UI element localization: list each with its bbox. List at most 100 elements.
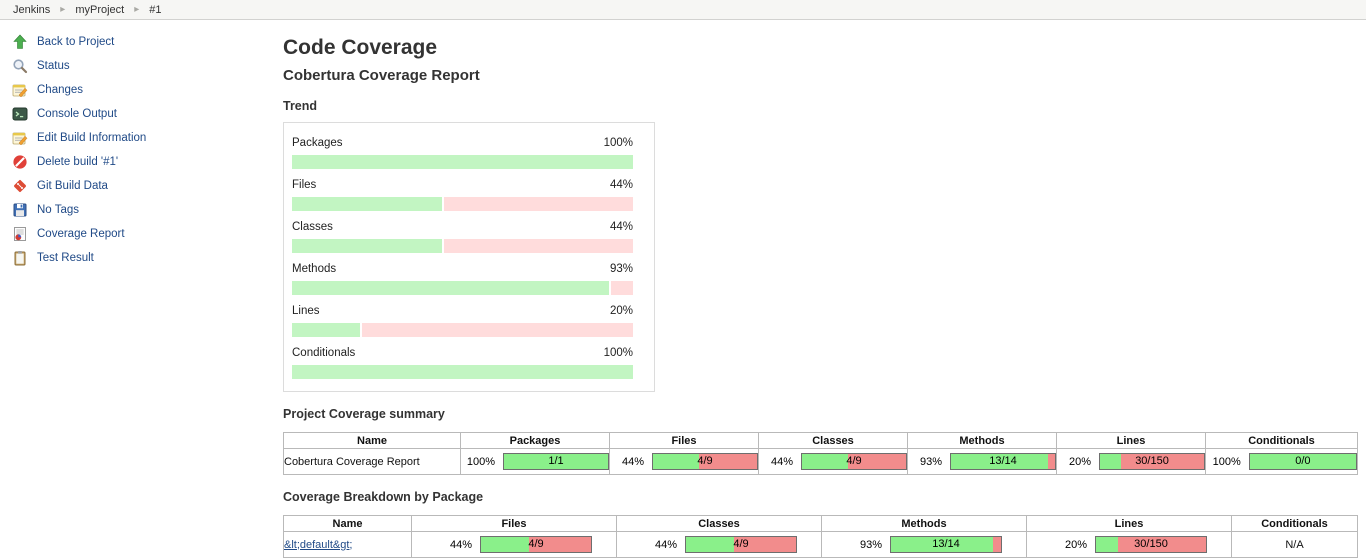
column-header: Conditionals [1231, 515, 1358, 532]
up-arrow-icon [12, 34, 28, 50]
sidebar-item-label: Console Output [37, 108, 117, 120]
sidebar-item-label: Test Result [37, 252, 94, 264]
packages-metric-cell: 100% 1/1 [460, 448, 610, 475]
sidebar-item-label: Status [37, 60, 70, 72]
no-entry-icon [12, 154, 28, 170]
trend-bar [292, 155, 633, 169]
sidebar-item-label: Delete build '#1' [37, 156, 119, 168]
column-header: Methods [821, 515, 1027, 532]
trend-label: Files [292, 179, 317, 191]
classes-metric-cell: 44% 4/9 [758, 448, 908, 475]
column-header: Files [609, 432, 759, 449]
sidebar-item-console-output[interactable]: Console Output [0, 102, 270, 126]
trend-heading: Trend [283, 99, 318, 113]
trend-row-files: Files 44% [292, 177, 633, 211]
trend-row-packages: Packages 100% [292, 135, 633, 169]
trend-percent: 100% [603, 137, 633, 149]
column-header: Lines [1056, 432, 1206, 449]
trend-row-classes: Classes 44% [292, 219, 633, 253]
sidebar-item-status[interactable]: Status [0, 54, 270, 78]
summary-header-row: Name Packages Files Classes Methods Line… [283, 432, 1358, 449]
sidebar-item-label: Edit Build Information [37, 132, 147, 144]
trend-bar [292, 323, 633, 337]
trend-bar [292, 281, 633, 295]
sidebar-item-label: Git Build Data [37, 180, 108, 192]
sidebar-item-label: Back to Project [37, 36, 115, 48]
sidebar-item-changes[interactable]: Changes [0, 78, 270, 102]
sidebar-item-no-tags[interactable]: No Tags [0, 198, 270, 222]
column-header: Lines [1026, 515, 1232, 532]
trend-label: Conditionals [292, 347, 356, 359]
column-header: Name [283, 432, 461, 449]
breadcrumb-separator-icon: ▸ [134, 4, 140, 15]
trend-percent: 93% [609, 263, 633, 275]
sidebar-item-back-to-project[interactable]: Back to Project [0, 30, 270, 54]
breakdown-heading: Coverage Breakdown by Package [283, 490, 484, 504]
coverage-bar: 0/0 [1248, 453, 1357, 470]
sidebar-item-edit-build-information[interactable]: Edit Build Information [0, 126, 270, 150]
sidebar-item-coverage-report[interactable]: Coverage Report [0, 222, 270, 246]
files-metric-cell: 44% 4/9 [411, 531, 617, 558]
methods-metric-cell: 93% 13/14 [821, 531, 1027, 558]
trend-percent: 44% [609, 179, 633, 191]
lines-metric-cell: 20% 30/150 [1026, 531, 1232, 558]
column-header: Name [283, 515, 412, 532]
coverage-report-icon [12, 226, 28, 242]
breadcrumb-jenkins[interactable]: Jenkins [13, 3, 51, 16]
summary-data-row: Cobertura Coverage Report 100% 1/1 44% 4/9… [283, 448, 1358, 475]
conditionals-na-cell: N/A [1231, 531, 1358, 558]
coverage-bar: 30/150 [1099, 453, 1205, 470]
terminal-icon [12, 106, 28, 122]
trend-percent: 44% [609, 221, 633, 233]
floppy-disk-icon [12, 202, 28, 218]
clipboard-icon [12, 250, 28, 266]
notepad-pencil-icon [12, 130, 28, 146]
report-name-cell: Cobertura Coverage Report [283, 448, 461, 475]
page-subtitle: Cobertura Coverage Report [283, 67, 480, 84]
trend-row-lines: Lines 20% [292, 303, 633, 337]
trend-label: Classes [292, 221, 333, 233]
trend-label: Lines [292, 305, 320, 317]
main-content: Code Coverage Cobertura Coverage Report … [283, 20, 1358, 558]
trend-row-methods: Methods 93% [292, 261, 633, 295]
coverage-bar: 13/14 [950, 453, 1056, 470]
trend-bar [292, 239, 633, 253]
breakdown-header-row: Name Files Classes Methods Lines Conditi… [283, 515, 1358, 532]
classes-metric-cell: 44% 4/9 [616, 531, 822, 558]
sidebar: Back to Project Status Changes Console O… [0, 20, 270, 270]
notepad-pencil-icon [12, 82, 28, 98]
sidebar-item-test-result[interactable]: Test Result [0, 246, 270, 270]
page-title: Code Coverage [283, 36, 438, 59]
coverage-bar: 4/9 [480, 536, 592, 553]
column-header: Conditionals [1205, 432, 1358, 449]
git-icon [12, 178, 28, 194]
project-coverage-summary-table: Name Packages Files Classes Methods Line… [283, 432, 1358, 475]
column-header: Packages [460, 432, 610, 449]
coverage-bar: 1/1 [503, 453, 609, 470]
sidebar-item-git-build-data[interactable]: Git Build Data [0, 174, 270, 198]
column-header: Methods [907, 432, 1057, 449]
column-header: Files [411, 515, 617, 532]
breadcrumb-build-number[interactable]: #1 [149, 3, 162, 16]
trend-label: Packages [292, 137, 343, 149]
package-link[interactable]: &lt;default&gt; [284, 538, 353, 551]
coverage-bar: 4/9 [652, 453, 758, 470]
trend-percent: 100% [603, 347, 633, 359]
sidebar-item-delete-build[interactable]: Delete build '#1' [0, 150, 270, 174]
sidebar-item-label: No Tags [37, 204, 79, 216]
column-header: Classes [758, 432, 908, 449]
sidebar-item-label: Changes [37, 84, 84, 96]
column-header: Classes [616, 515, 822, 532]
trend-chart: Packages 100% Files 44% Classes 44% Methods… [283, 122, 655, 392]
breadcrumb-myproject[interactable]: myProject [75, 3, 125, 16]
coverage-bar: 13/14 [890, 536, 1002, 553]
breadcrumb: Jenkins ▸ myProject ▸ #1 [0, 0, 1366, 20]
trend-row-conditionals: Conditionals 100% [292, 345, 633, 379]
sidebar-item-label: Coverage Report [37, 228, 125, 240]
coverage-bar: 30/150 [1095, 536, 1207, 553]
breakdown-data-row: &lt;default&gt; 44% 4/9 44% 4/9 93% 13/14 2… [283, 531, 1358, 558]
coverage-bar: 4/9 [801, 453, 907, 470]
trend-percent: 20% [609, 305, 633, 317]
files-metric-cell: 44% 4/9 [609, 448, 759, 475]
trend-label: Methods [292, 263, 337, 275]
